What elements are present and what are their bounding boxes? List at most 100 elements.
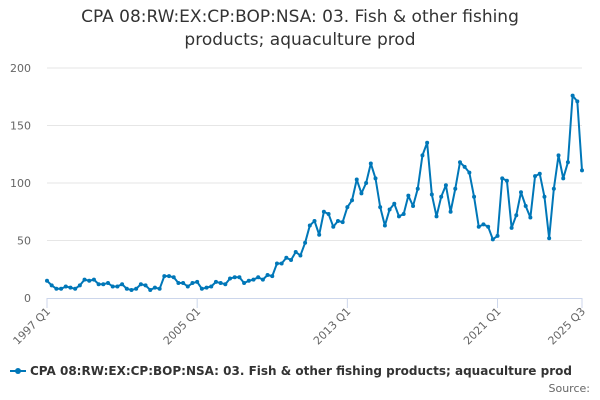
data-point — [331, 224, 336, 229]
data-point — [490, 237, 495, 242]
data-point — [509, 225, 514, 230]
data-point — [73, 286, 78, 291]
data-point — [364, 181, 369, 185]
data-point — [148, 287, 153, 292]
data-point — [143, 283, 148, 288]
data-point — [209, 284, 214, 289]
data-point — [429, 192, 434, 197]
data-point — [101, 282, 106, 287]
data-point — [199, 286, 204, 291]
data-point — [411, 204, 416, 208]
data-point — [138, 282, 143, 287]
data-point — [213, 279, 218, 284]
data-point — [387, 207, 392, 212]
data-point — [279, 261, 284, 266]
data-point — [570, 93, 575, 98]
y-tick-label: 100 — [10, 177, 31, 190]
data-point — [317, 232, 322, 237]
data-point — [359, 191, 364, 196]
data-point — [382, 223, 387, 228]
data-point — [537, 171, 542, 176]
data-point — [284, 255, 289, 260]
data-point — [401, 212, 406, 217]
data-point — [392, 201, 397, 206]
data-point — [420, 153, 425, 158]
data-point — [185, 284, 190, 289]
data-point — [495, 233, 500, 238]
series-line — [46, 94, 583, 291]
data-point — [575, 99, 580, 104]
data-point — [542, 194, 547, 199]
data-point — [251, 277, 256, 282]
data-point — [82, 277, 87, 282]
data-point — [120, 282, 125, 287]
data-point — [171, 275, 176, 280]
data-point — [91, 277, 96, 282]
data-point — [293, 250, 298, 254]
gridlines — [47, 67, 582, 241]
data-point — [190, 281, 195, 286]
data-point — [350, 198, 355, 203]
data-point — [321, 209, 326, 214]
data-point — [256, 275, 261, 280]
data-point — [476, 224, 481, 229]
data-point — [434, 214, 439, 219]
data-point — [162, 274, 167, 279]
data-point — [59, 286, 64, 291]
y-tick-label: 0 — [24, 292, 31, 305]
chart-title-line-1: CPA 08:RW:EX:CP:BOP:NSA: 03. Fish & othe… — [81, 7, 519, 27]
data-point — [246, 278, 251, 283]
data-point — [448, 209, 453, 214]
chart-title: CPA 08:RW:EX:CP:BOP:NSA: 03. Fish & othe… — [0, 6, 600, 52]
data-point — [354, 177, 359, 182]
data-point — [54, 286, 59, 291]
source-label: Source: — [548, 382, 591, 395]
x-tick-label: 2025 Q3 — [546, 305, 589, 348]
y-tick-label: 50 — [17, 235, 31, 248]
data-point — [289, 258, 294, 263]
data-point — [157, 286, 162, 291]
data-point — [110, 284, 115, 289]
legend[interactable]: CPA 08:RW:EX:CP:BOP:NSA: 03. Fish & othe… — [10, 364, 572, 378]
legend-label: CPA 08:RW:EX:CP:BOP:NSA: 03. Fish & othe… — [30, 364, 572, 378]
data-point — [457, 160, 462, 165]
x-tick-label: 2021 Q1 — [461, 305, 504, 348]
data-point — [167, 274, 172, 279]
data-point — [523, 204, 528, 208]
data-point — [134, 286, 139, 291]
data-point — [472, 194, 477, 199]
data-point — [373, 176, 378, 181]
data-point — [45, 278, 49, 283]
data-point — [467, 170, 472, 175]
data-point — [439, 194, 444, 199]
data-point — [425, 140, 430, 145]
data-point — [242, 281, 247, 286]
data-point — [228, 276, 233, 281]
data-point — [129, 287, 134, 292]
data-point — [561, 176, 566, 181]
data-point — [528, 215, 533, 220]
data-point — [87, 278, 92, 283]
y-tick-label: 200 — [10, 62, 31, 75]
data-point — [378, 205, 383, 210]
x-tick-label: 1997 Q1 — [11, 305, 54, 348]
data-point — [223, 282, 228, 287]
data-point — [518, 190, 523, 195]
data-point — [106, 281, 111, 286]
data-point — [115, 284, 120, 289]
x-tick-label: 2013 Q1 — [311, 305, 354, 348]
data-point — [270, 274, 275, 279]
data-point — [195, 279, 200, 284]
data-point — [565, 160, 570, 165]
data-point — [237, 275, 242, 280]
data-point — [533, 174, 538, 179]
data-point — [514, 213, 519, 218]
data-point — [443, 183, 448, 188]
x-tick-label: 2005 Q1 — [161, 305, 204, 348]
data-point — [312, 218, 317, 223]
data-point — [298, 253, 303, 258]
data-point — [462, 164, 467, 169]
data-point — [181, 281, 186, 286]
data-point — [326, 212, 331, 217]
